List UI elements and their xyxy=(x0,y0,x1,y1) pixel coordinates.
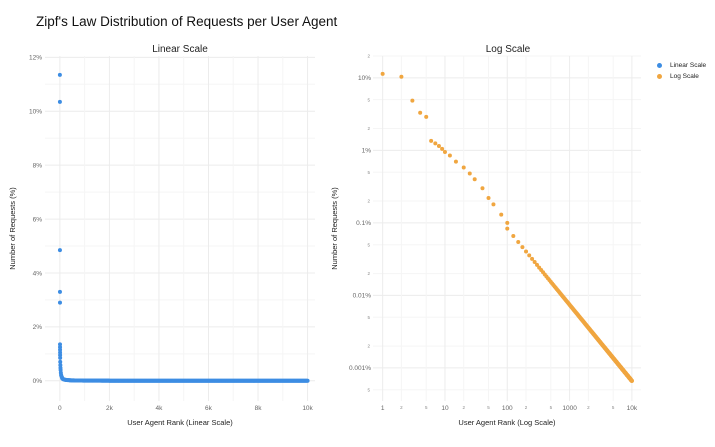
log-x-tick-label: 1 xyxy=(381,405,385,412)
linear-data-point xyxy=(57,300,62,305)
log-data-point xyxy=(418,110,423,115)
legend-label-linear: Linear Scale xyxy=(670,62,707,69)
log-data-point xyxy=(424,114,429,119)
linear-x-tick-label: 6k xyxy=(205,405,213,412)
log-data-point xyxy=(433,141,438,146)
log-data-point xyxy=(380,71,385,76)
log-y-minor-tick-label: 5 xyxy=(367,97,370,102)
linear-data-point xyxy=(57,248,62,253)
log-y-axis-title: Number of Requests (%) xyxy=(330,187,339,270)
linear-data-point xyxy=(57,289,62,294)
log-data-point xyxy=(491,202,496,207)
linear-data-point xyxy=(57,72,62,77)
log-data-point xyxy=(461,165,466,170)
log-data-point xyxy=(486,196,491,201)
log-x-minor-tick-label: 5 xyxy=(550,405,553,410)
log-y-minor-tick-label: 2 xyxy=(367,344,370,349)
log-data-point xyxy=(410,98,415,103)
log-chart-title: Log Scale xyxy=(485,44,531,55)
legend-marker-linear xyxy=(657,63,662,68)
linear-y-tick-label: 0% xyxy=(33,378,43,385)
log-x-minor-tick-label: 2 xyxy=(400,405,403,410)
linear-chart-title: Linear Scale xyxy=(152,44,208,55)
log-y-minor-tick-label: 2 xyxy=(367,54,370,59)
log-data-point xyxy=(629,378,634,383)
log-x-minor-tick-label: 2 xyxy=(587,405,590,410)
log-data-point xyxy=(436,143,441,148)
log-x-minor-tick-label: 2 xyxy=(462,405,465,410)
log-data-point xyxy=(442,149,447,154)
log-data-point xyxy=(453,159,458,164)
log-x-minor-tick-label: 5 xyxy=(487,405,490,410)
log-data-point xyxy=(520,245,525,250)
linear-y-tick-label: 6% xyxy=(33,216,43,223)
linear-data-point xyxy=(58,355,63,360)
log-y-minor-tick-label: 5 xyxy=(367,170,370,175)
linear-y-tick-label: 10% xyxy=(29,109,42,116)
linear-y-tick-label: 4% xyxy=(33,270,43,277)
log-x-tick-label: 100 xyxy=(502,405,513,412)
log-x-tick-label: 10 xyxy=(441,405,449,412)
log-y-tick-label: 0.01% xyxy=(353,293,372,300)
legend-marker-log xyxy=(657,74,662,79)
linear-x-tick-label: 10k xyxy=(302,405,313,412)
linear-x-tick-label: 8k xyxy=(255,405,263,412)
log-data-point xyxy=(530,256,535,261)
log-data-point xyxy=(499,212,504,217)
linear-y-axis-title: Number of Requests (%) xyxy=(8,187,17,270)
legend-label-log: Log Scale xyxy=(670,73,699,80)
log-data-point xyxy=(535,262,540,267)
page-title: Zipf's Law Distribution of Requests per … xyxy=(36,14,338,29)
linear-data-point xyxy=(58,359,63,364)
log-x-minor-tick-label: 2 xyxy=(525,405,528,410)
log-y-tick-label: 0.001% xyxy=(349,365,371,372)
log-y-minor-tick-label: 5 xyxy=(367,242,370,247)
log-x-minor-tick-label: 5 xyxy=(612,405,615,410)
linear-data-point xyxy=(57,99,62,104)
linear-x-axis-title: User Agent Rank (Linear Scale) xyxy=(127,418,233,427)
log-y-minor-tick-label: 5 xyxy=(367,315,370,320)
log-data-point xyxy=(467,171,472,176)
log-data-point xyxy=(440,146,445,151)
log-data-point xyxy=(527,253,532,258)
log-data-point xyxy=(480,186,485,191)
linear-x-tick-label: 2k xyxy=(106,405,114,412)
log-data-point xyxy=(511,233,516,238)
log-data-point xyxy=(472,177,477,182)
log-data-point xyxy=(429,138,434,143)
log-y-tick-label: 0.1% xyxy=(356,220,371,227)
log-data-point xyxy=(524,249,529,254)
linear-y-tick-label: 8% xyxy=(33,162,43,169)
linear-x-tick-label: 0 xyxy=(58,405,62,412)
log-y-minor-tick-label: 2 xyxy=(367,271,370,276)
legend-item-log: Log Scale xyxy=(657,71,706,82)
log-data-point xyxy=(505,226,510,231)
log-x-minor-tick-label: 5 xyxy=(425,405,428,410)
log-y-minor-tick-label: 5 xyxy=(367,387,370,392)
log-data-point xyxy=(516,240,521,245)
log-y-minor-tick-label: 2 xyxy=(367,199,370,204)
log-x-tick-label: 10k xyxy=(627,405,638,412)
linear-x-tick-label: 4k xyxy=(156,405,164,412)
log-y-tick-label: 10% xyxy=(358,75,371,82)
linear-data-point xyxy=(305,378,310,383)
log-data-point xyxy=(399,74,404,79)
log-data-point xyxy=(505,220,510,225)
chart-legend: Linear Scale Log Scale xyxy=(657,60,706,82)
linear-y-tick-label: 2% xyxy=(33,324,43,331)
log-data-point xyxy=(532,260,537,265)
legend-item-linear: Linear Scale xyxy=(657,60,706,71)
log-y-tick-label: 1% xyxy=(362,148,372,155)
log-x-tick-label: 1000 xyxy=(562,405,577,412)
log-x-axis-title: User Agent Rank (Log Scale) xyxy=(458,418,556,427)
log-y-minor-tick-label: 2 xyxy=(367,126,370,131)
linear-y-tick-label: 12% xyxy=(29,55,42,62)
log-data-point xyxy=(447,153,452,158)
